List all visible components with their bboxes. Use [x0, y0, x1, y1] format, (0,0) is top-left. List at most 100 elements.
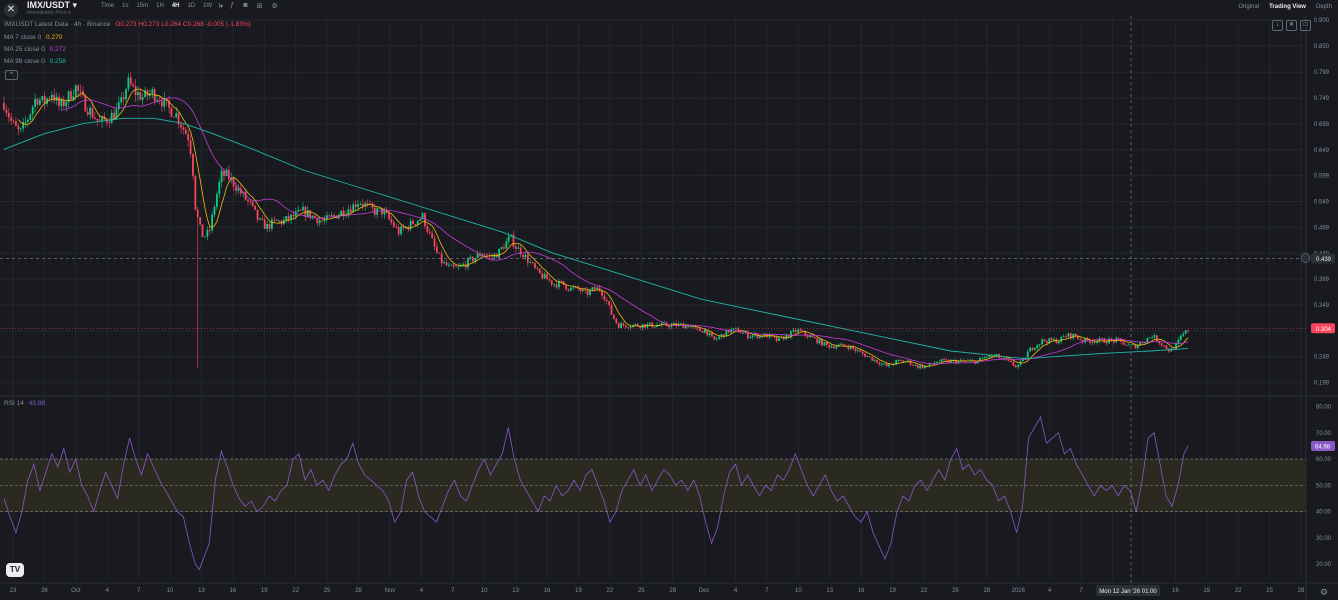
- candle-body: [589, 290, 591, 295]
- rsi-value: 43.88: [28, 400, 45, 407]
- candle-body: [129, 77, 132, 85]
- interval-tab-2[interactable]: 15m: [136, 3, 149, 9]
- settings-icon[interactable]: ⚙: [271, 3, 278, 10]
- time-tick-label: 4: [1048, 588, 1052, 594]
- candle-body: [469, 256, 472, 259]
- candle-body: [1077, 336, 1079, 339]
- view-tab-1[interactable]: Trading View: [1269, 4, 1306, 10]
- candle-body: [699, 328, 701, 332]
- candle-body: [316, 217, 319, 224]
- candle-body: [471, 256, 474, 262]
- candle-body: [684, 325, 687, 328]
- arrow-down-icon[interactable]: ↓: [1272, 20, 1283, 31]
- time-tick-label: 16: [544, 588, 551, 594]
- camera-icon[interactable]: ◙: [243, 2, 248, 9]
- candle-body: [1038, 343, 1041, 346]
- candle-body: [938, 361, 941, 363]
- chart-tools: ⌇ ƒ ◙ ⊞ ⚙: [218, 2, 278, 10]
- gear-icon[interactable]: ⚙: [1320, 587, 1329, 597]
- ma7-legend: MA 7 close 0 0.270: [4, 34, 62, 41]
- candle-body: [1177, 339, 1180, 344]
- candle-body: [689, 326, 692, 328]
- interval-tab-3[interactable]: 1H: [156, 3, 164, 9]
- candle-body: [297, 209, 300, 212]
- layout-icon[interactable]: ⊞: [256, 3, 263, 10]
- candle-body: [53, 94, 56, 101]
- exchange-logo-icon[interactable]: ✕: [4, 3, 18, 17]
- candle-body: [723, 334, 725, 337]
- ma99-value: 0.258: [49, 58, 66, 65]
- close-icon[interactable]: ✕: [1286, 20, 1297, 31]
- candle-body: [909, 360, 912, 365]
- candle-body: [708, 332, 711, 336]
- chart-style-icon[interactable]: ⌇: [218, 3, 222, 10]
- candle-body: [447, 264, 450, 266]
- interval-tab-0[interactable]: Time: [101, 3, 115, 9]
- candle-body: [486, 255, 489, 257]
- candle-body: [558, 280, 560, 288]
- view-tab-2[interactable]: Depth: [1315, 4, 1332, 10]
- candle-body: [900, 360, 902, 361]
- candle-body: [450, 264, 453, 266]
- candle-body: [1069, 333, 1072, 339]
- candle-body: [1031, 347, 1034, 350]
- candle-body: [1105, 342, 1108, 344]
- crosshair-price-badge: [1311, 253, 1335, 264]
- candle-body: [373, 207, 376, 215]
- candle-body: [1045, 341, 1048, 344]
- rsi-tick-label: 20.00: [1316, 562, 1332, 568]
- candle-body: [1167, 348, 1170, 352]
- collapse-legend-button[interactable]: ^: [5, 70, 18, 80]
- price-type-selector[interactable]: Immediately Price ▾: [27, 10, 71, 16]
- candle-body: [237, 188, 240, 191]
- time-tick-label: 19: [575, 588, 582, 594]
- candle-body: [656, 325, 658, 327]
- candle-body: [170, 107, 173, 117]
- candle-body: [584, 289, 587, 291]
- candle-body: [29, 114, 32, 120]
- candle-body: [1060, 336, 1063, 342]
- candle-body: [883, 363, 886, 365]
- candle-body: [381, 208, 383, 215]
- candle-body: [101, 116, 103, 122]
- candle-body: [273, 219, 276, 221]
- candle-body: [1187, 330, 1189, 332]
- candle-body: [498, 248, 501, 258]
- time-tick-label: 23: [10, 588, 17, 594]
- candle-body: [873, 359, 876, 361]
- symbol-selector[interactable]: IMX/USDT ▾: [27, 0, 77, 11]
- interval-tab-1[interactable]: 1s: [122, 3, 129, 9]
- candle-body: [182, 127, 185, 130]
- candle-body: [31, 106, 34, 115]
- view-tab-0[interactable]: Original: [1238, 4, 1260, 10]
- candle-body: [694, 326, 697, 328]
- candle-body: [1057, 341, 1060, 344]
- candle-body: [505, 241, 508, 249]
- candle-body: [1129, 344, 1132, 346]
- candle-body: [1053, 339, 1055, 341]
- interval-tab-6[interactable]: 1W: [203, 3, 213, 9]
- candle-body: [467, 258, 469, 268]
- candle-body: [311, 215, 314, 219]
- tradingview-logo[interactable]: TV: [6, 563, 24, 577]
- candle-body: [794, 330, 797, 333]
- candle-body: [187, 134, 190, 141]
- rsi-tick-label: 30.00: [1316, 536, 1332, 542]
- candle-body: [550, 280, 553, 285]
- candle-body: [670, 324, 673, 328]
- candle-body: [857, 350, 859, 352]
- candle-body: [981, 358, 984, 359]
- rsi-tick-label: 70.00: [1316, 431, 1332, 437]
- candle-body: [177, 113, 180, 125]
- pane-controls: ↓ ✕ □: [1272, 20, 1311, 31]
- candle-body: [802, 330, 804, 332]
- candle-body: [287, 216, 290, 220]
- ma25-line: [61, 97, 1189, 365]
- interval-tab-4[interactable]: 4H: [171, 3, 180, 9]
- more-intervals-icon[interactable]: ▾: [220, 4, 224, 10]
- maximize-icon[interactable]: □: [1300, 20, 1311, 31]
- candle-body: [653, 326, 656, 328]
- interval-tab-5[interactable]: 1D: [187, 3, 196, 9]
- indicators-icon[interactable]: ƒ: [230, 2, 235, 9]
